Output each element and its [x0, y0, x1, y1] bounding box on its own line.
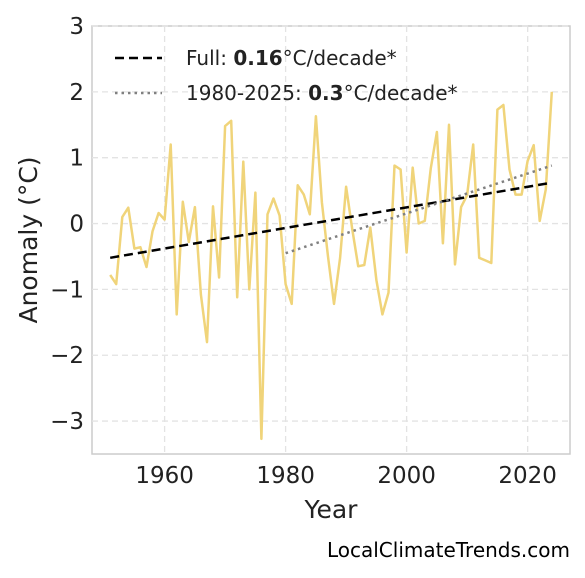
trend-line-full — [109, 181, 553, 260]
tick-labels: −3 −2 −1 0 1 2 3 1960 1980 2000 2020 — [50, 14, 557, 489]
source-credit: LocalClimateTrends.com — [327, 538, 570, 562]
legend-rate-recent: 0.3 — [308, 81, 343, 105]
legend: Full: 0.16°C/decade* 1980-2025: 0.3°C/de… — [115, 46, 458, 105]
y-tick-label: 2 — [69, 80, 84, 106]
legend-label-full: Full: 0.16°C/decade* — [186, 46, 397, 70]
y-tick-label: −3 — [50, 409, 84, 435]
legend-label-recent: 1980-2025: 0.3°C/decade* — [186, 81, 458, 105]
x-tick-label: 1980 — [256, 463, 315, 489]
x-tick-label: 1960 — [135, 463, 194, 489]
y-tick-label: 1 — [69, 146, 84, 172]
y-tick-label: −1 — [50, 277, 84, 303]
legend-unit-recent: °C/decade* — [344, 81, 458, 105]
x-tick-label: 2020 — [498, 463, 557, 489]
legend-series-name-recent: 1980-2025 — [186, 81, 295, 105]
legend-colon-full: : — [220, 46, 233, 70]
y-tick-label: −2 — [50, 343, 84, 369]
x-axis-title: Year — [304, 495, 359, 524]
trend-line-recent — [285, 164, 553, 255]
y-tick-label: 0 — [69, 212, 84, 238]
y-tick-label: 3 — [69, 14, 84, 40]
plot-background — [91, 25, 571, 455]
legend-series-name-full: Full — [186, 46, 220, 70]
legend-rate-full: 0.16 — [233, 46, 282, 70]
series-layer — [109, 91, 554, 441]
anomaly-line — [109, 91, 554, 441]
legend-unit-full: °C/decade* — [283, 46, 397, 70]
legend-colon-recent: : — [295, 81, 308, 105]
y-axis-title: Anomaly (°C) — [14, 156, 43, 323]
x-tick-label: 2000 — [377, 463, 436, 489]
